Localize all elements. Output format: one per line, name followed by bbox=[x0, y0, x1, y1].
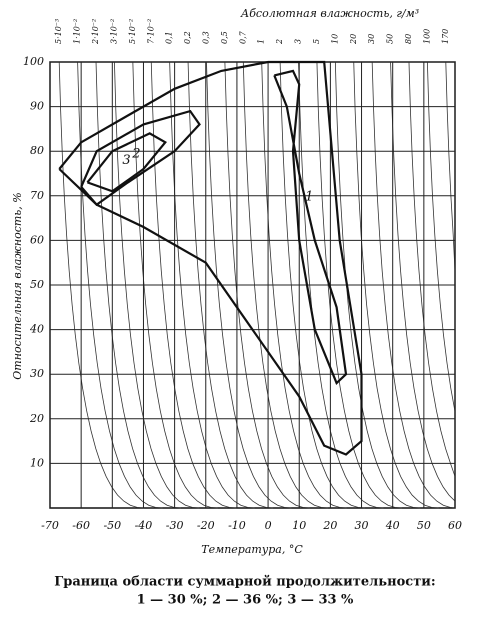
x-tick-label: 10 bbox=[292, 519, 306, 532]
top-tick-label: 2·10⁻² bbox=[91, 19, 100, 45]
x-tick-label: -10 bbox=[228, 519, 246, 532]
isoline bbox=[114, 61, 200, 509]
top-tick-label: 5 bbox=[312, 39, 321, 44]
top-tick-label: 1 bbox=[257, 39, 266, 44]
x-tick-label: -30 bbox=[166, 519, 184, 532]
contour-line bbox=[80, 109, 201, 207]
isoline bbox=[353, 61, 439, 509]
contour-label: 2 bbox=[131, 147, 140, 162]
caption: 1 — 30 %; 2 — 36 %; 3 — 33 % bbox=[137, 593, 354, 608]
y-tick-label: 90 bbox=[30, 100, 44, 113]
y-tick-label: 60 bbox=[30, 233, 44, 246]
contour-label: 1 bbox=[305, 189, 313, 204]
x-tick-label: 30 bbox=[355, 519, 369, 532]
isoline bbox=[316, 61, 402, 509]
top-tick-label: 0,5 bbox=[220, 31, 229, 44]
x-tick-label: 0 bbox=[265, 519, 272, 532]
isoline bbox=[169, 61, 255, 509]
y-tick-label: 20 bbox=[29, 412, 44, 425]
contour-line bbox=[86, 132, 167, 193]
top-axis-label: Абсолютная влажность, г/м³ bbox=[240, 7, 419, 20]
isoline bbox=[242, 61, 329, 509]
y-tick-label: 40 bbox=[29, 323, 44, 336]
isoline bbox=[187, 61, 274, 509]
y-tick-label: 10 bbox=[30, 456, 44, 469]
top-tick-label: 0,2 bbox=[183, 31, 192, 44]
top-tick-label: 10 bbox=[330, 34, 339, 44]
isoline bbox=[58, 61, 145, 509]
x-tick-label: -40 bbox=[135, 519, 153, 532]
x-tick-label: 50 bbox=[417, 519, 431, 532]
isoline bbox=[95, 61, 182, 509]
x-tick-label: -70 bbox=[41, 519, 59, 532]
top-tick-label: 0,3 bbox=[201, 31, 210, 44]
x-tick-label: -20 bbox=[197, 519, 215, 532]
top-tick-label: 170 bbox=[441, 29, 450, 44]
top-tick-label: 0,1 bbox=[165, 31, 174, 44]
isoline bbox=[77, 61, 163, 509]
top-tick-label: 5·10⁻² bbox=[128, 19, 137, 44]
isoline bbox=[390, 61, 456, 508]
y-tick-label: 50 bbox=[30, 278, 44, 291]
caption: Граница области суммарной продолжительно… bbox=[54, 575, 435, 590]
isoline bbox=[132, 61, 218, 509]
y-tick-label: 70 bbox=[30, 189, 44, 202]
top-tick-label: 5·10⁻³ bbox=[54, 19, 63, 44]
isoline bbox=[298, 61, 384, 509]
top-tick-label: 7·10⁻² bbox=[146, 19, 155, 44]
isoline bbox=[334, 61, 421, 509]
x-tick-label: -50 bbox=[103, 519, 121, 532]
x-tick-label: 40 bbox=[385, 519, 400, 532]
top-tick-label: 3·10⁻² bbox=[109, 19, 118, 44]
y-tick-label: 80 bbox=[30, 144, 44, 157]
isoline bbox=[150, 61, 237, 509]
contour-label: 3 bbox=[122, 153, 130, 168]
y-tick-label: 100 bbox=[23, 55, 44, 68]
top-tick-label: 0,7 bbox=[238, 30, 247, 44]
x-tick-label: 60 bbox=[448, 519, 462, 532]
contour-line bbox=[58, 60, 363, 456]
x-tick-label: -60 bbox=[72, 519, 90, 532]
contour-line bbox=[273, 69, 348, 386]
y-tick-label: 30 bbox=[30, 367, 44, 380]
top-tick-label: 100 bbox=[422, 29, 431, 44]
top-tick-label: 80 bbox=[404, 34, 413, 44]
x-axis-label: Температура, °С bbox=[201, 543, 303, 556]
isoline bbox=[206, 61, 292, 509]
top-tick-label: 1·10⁻² bbox=[73, 19, 82, 44]
top-tick-label: 2 bbox=[275, 39, 284, 45]
isoline bbox=[261, 61, 347, 509]
isoline bbox=[224, 61, 310, 509]
isoline bbox=[371, 61, 456, 509]
top-tick-label: 3 bbox=[294, 39, 303, 44]
top-tick-label: 30 bbox=[367, 34, 376, 44]
top-tick-label: 20 bbox=[349, 34, 358, 45]
x-tick-label: 20 bbox=[322, 519, 337, 532]
top-tick-label: 50 bbox=[386, 34, 395, 44]
y-axis-label: Относительная влажность, % bbox=[11, 192, 24, 379]
